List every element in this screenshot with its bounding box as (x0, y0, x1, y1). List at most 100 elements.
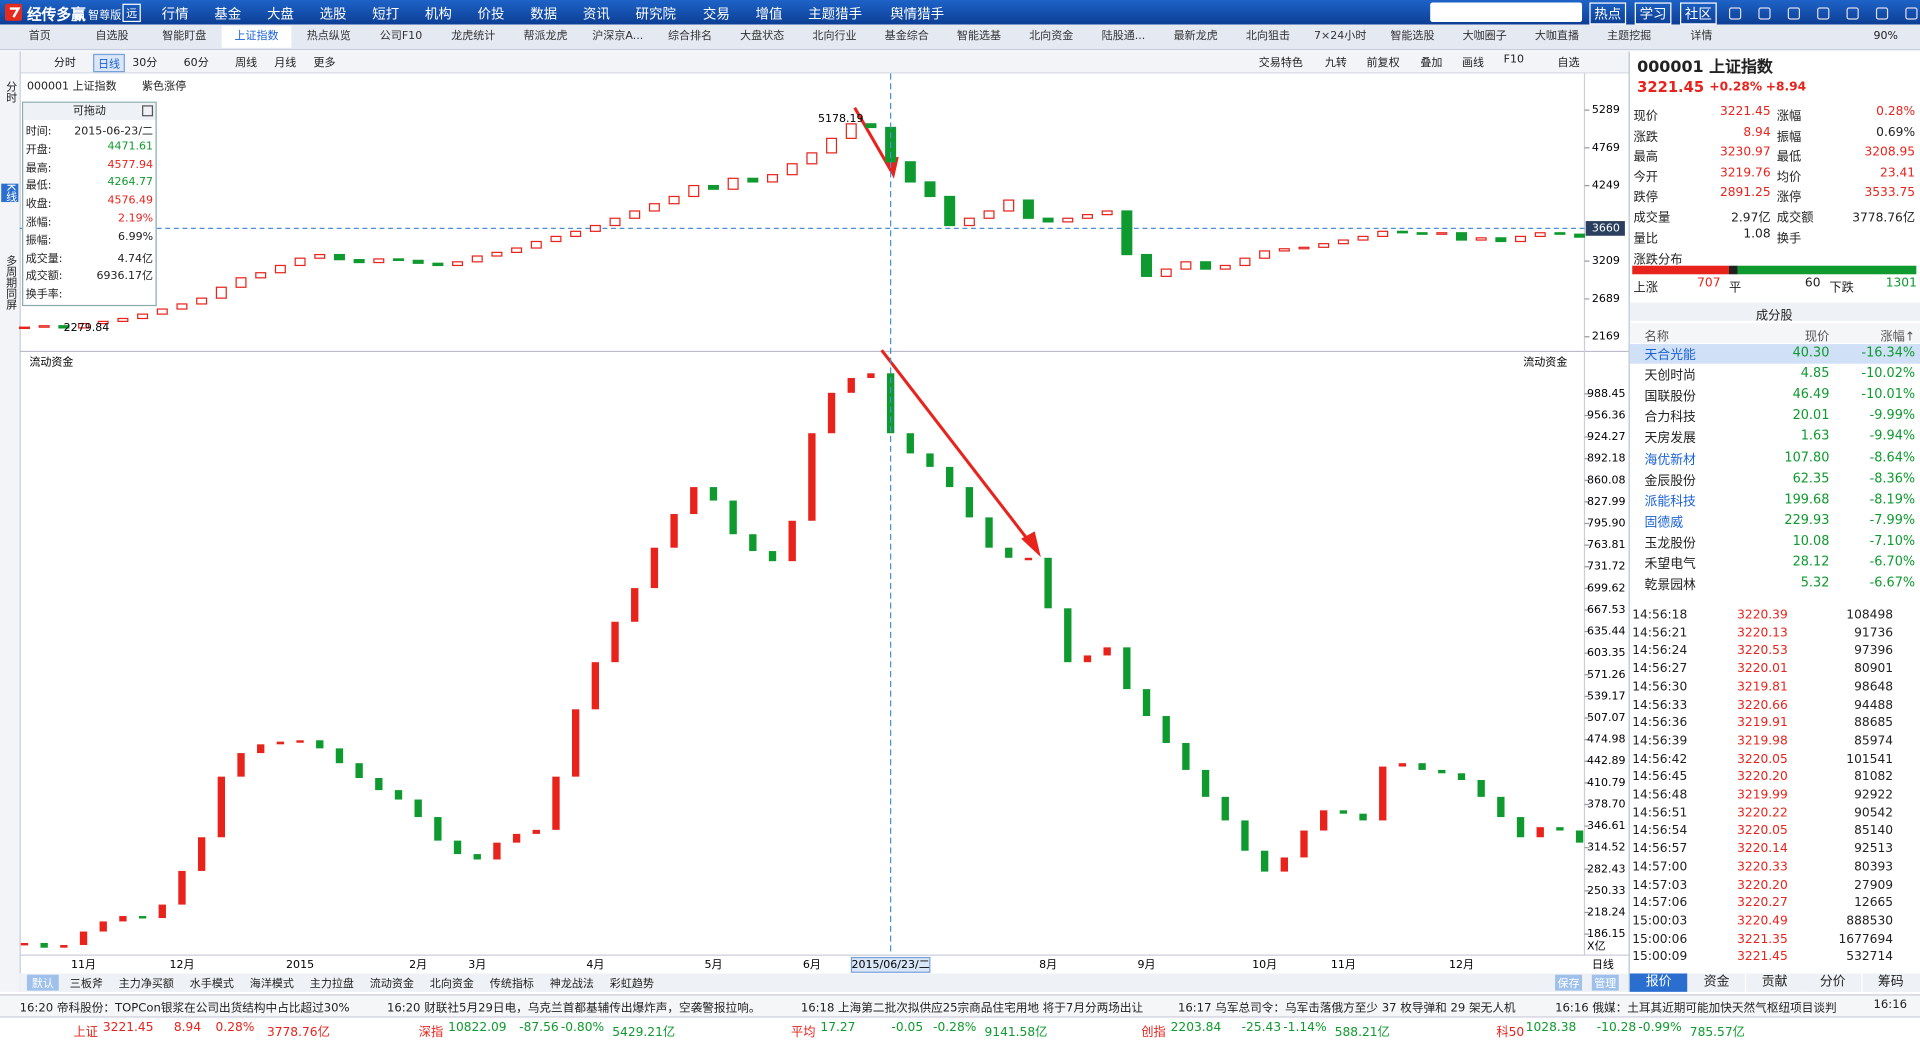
panel-tab[interactable]: 报价 (1629, 973, 1688, 992)
news-item[interactable]: 16:20 帝科股份：TOPCon银浆在公司出货结构中占比超过30% (19, 1001, 350, 1016)
menu-item[interactable]: 大盘 (266, 6, 294, 23)
menu-item[interactable]: 基金 (214, 6, 242, 23)
tab[interactable]: 基金综合 (884, 30, 929, 43)
tab[interactable]: 7×24小时 (1314, 30, 1367, 43)
tab[interactable]: 最新龙虎 (1173, 30, 1218, 43)
period-button[interactable]: 周线 (235, 57, 258, 70)
news-item[interactable]: 16:17 乌军总司令：乌军击落俄方至少 37 枚导弹和 29 架无人机 (1177, 1001, 1516, 1016)
menu-item[interactable]: 机构 (424, 6, 452, 23)
stock-name[interactable]: 乾景园林 (1644, 578, 1696, 593)
menu-item[interactable]: 选股 (319, 6, 347, 23)
stock-name[interactable]: 金辰股份 (1644, 473, 1696, 489)
tab[interactable]: 智能选股 (1390, 30, 1435, 43)
menu-item[interactable]: 交易 (702, 6, 730, 23)
menu-item[interactable]: 价投 (477, 6, 505, 23)
info-title[interactable]: 可拖动 (23, 102, 156, 121)
index-name[interactable]: 创指 (1141, 1026, 1166, 1040)
panel-tab[interactable]: 贡献 (1745, 973, 1804, 992)
period-button[interactable]: 更多 (313, 57, 336, 70)
stock-name[interactable]: 天房发展 (1644, 431, 1696, 447)
period-button[interactable]: 分时 (53, 57, 76, 70)
tab[interactable]: 北向资金 (1029, 30, 1074, 43)
menu-button[interactable]: 社区 (1680, 2, 1717, 25)
menu-item[interactable]: 增值 (755, 6, 783, 23)
tab[interactable]: 上证指数 (221, 25, 292, 48)
index-name[interactable]: 深指 (418, 1026, 444, 1040)
stock-name[interactable]: 国联股份 (1644, 389, 1696, 405)
stock-name[interactable]: 天创时尚 (1644, 368, 1696, 384)
tab[interactable]: 龙虎统计 (451, 30, 496, 43)
tab[interactable]: 公司F10 (379, 30, 423, 43)
news-item[interactable]: 16:16 俄媒：土耳其近期可能加快天然气枢纽项目谈判 (1555, 1001, 1837, 1016)
menu-item[interactable]: 行情 (161, 6, 189, 23)
stock-name[interactable]: 固德威 (1644, 515, 1684, 530)
menu-item[interactable]: 短打 (372, 6, 400, 23)
indicator-tab[interactable]: 北向资金 (429, 978, 474, 991)
index-name[interactable]: 平均 (791, 1026, 816, 1040)
panel-tab[interactable]: 分价 (1803, 973, 1862, 992)
menu-button[interactable]: 学习 (1634, 2, 1672, 25)
stock-name[interactable]: 禾望电气 (1644, 557, 1696, 572)
indicator-tab[interactable]: 海洋模式 (249, 978, 294, 991)
tab[interactable]: 大咖圈子 (1462, 30, 1507, 43)
indicator-tab[interactable]: 主力拉盘 (309, 978, 354, 991)
indicator-tab[interactable]: 主力净买额 (118, 978, 174, 991)
menu-item[interactable]: 研究院 (635, 6, 676, 23)
chart-option[interactable]: 紫色涨停 (142, 80, 187, 94)
tool-button[interactable]: 九转 (1324, 57, 1347, 70)
tab[interactable]: 详情 (1690, 30, 1713, 43)
tool-button[interactable]: 前复权 (1366, 57, 1400, 70)
menu-button[interactable]: 热点 (1589, 2, 1627, 25)
indicator-tab[interactable]: 传统指标 (489, 978, 534, 991)
menu-item[interactable]: 舆情猎手 (890, 6, 945, 23)
tab[interactable]: 智能选基 (956, 30, 1002, 43)
period-button[interactable]: 30分 (132, 57, 158, 70)
side-tab[interactable]: 多周期同屏 (3, 254, 16, 310)
tab[interactable]: 热点纵览 (306, 30, 351, 43)
tool-button[interactable]: 交易特色 (1258, 57, 1303, 70)
close-icon[interactable] (142, 105, 154, 117)
tab[interactable]: 帮派龙虎 (523, 30, 568, 43)
tab[interactable]: 沪深京A... (592, 30, 644, 43)
period-button[interactable]: 60分 (183, 57, 209, 70)
index-name[interactable]: 上证 (73, 1026, 98, 1040)
indicator-action[interactable]: 保存 (1555, 974, 1583, 991)
panel-tab[interactable]: 筹码 (1861, 973, 1920, 992)
indicator-tab[interactable]: 三板斧 (69, 978, 103, 991)
side-tab[interactable]: K线 (1, 183, 19, 202)
stock-name[interactable]: 合力科技 (1644, 410, 1696, 426)
panel-tab[interactable]: 资金 (1687, 973, 1746, 992)
tab[interactable]: 自选股 (95, 30, 129, 43)
news-item[interactable]: 16:18 上海第二批次拟供应25宗商品住宅用地 将于7月分两场出让 (800, 1001, 1144, 1016)
tool-button[interactable]: 自选 (1557, 57, 1580, 70)
tab[interactable]: 综合排名 (667, 30, 713, 43)
tab[interactable]: 北向行业 (812, 30, 857, 43)
tab[interactable]: 智能盯盘 (162, 30, 207, 43)
indicator-tab[interactable]: 神龙战法 (549, 978, 594, 991)
indicator-tab[interactable]: 彩虹趋势 (609, 978, 654, 991)
indicator-tab[interactable]: 流动资金 (369, 978, 414, 991)
side-tab[interactable]: 分时 (3, 80, 16, 103)
menu-item[interactable]: 数据 (530, 6, 558, 23)
period-button[interactable]: 月线 (274, 57, 297, 70)
indicator-action[interactable]: 管理 (1591, 974, 1619, 991)
menu-item[interactable]: 主题猎手 (808, 6, 863, 23)
stock-name[interactable]: 玉龙股份 (1644, 536, 1696, 551)
indicator-tab[interactable]: 水手模式 (189, 978, 234, 991)
tab[interactable]: 主题挖掘 (1607, 30, 1652, 43)
tab[interactable]: 首页 (28, 30, 51, 43)
stock-name[interactable]: 海优新材 (1644, 452, 1696, 468)
tab[interactable]: 北向狙击 (1245, 30, 1291, 43)
tool-button[interactable]: 叠加 (1420, 57, 1443, 70)
tool-button[interactable]: 画线 (1462, 57, 1485, 70)
tab[interactable]: 大盘状态 (740, 30, 785, 43)
stock-name[interactable]: 派能科技 (1644, 494, 1696, 510)
tab[interactable]: 大咖直播 (1534, 30, 1579, 43)
tool-button[interactable]: F10 (1503, 53, 1525, 67)
news-item[interactable]: 16:20 财联社5月29日电，乌克兰首都基辅传出爆炸声，空袭警报拉响。 (386, 1001, 761, 1016)
period-button[interactable]: 日线 (93, 53, 125, 73)
tab[interactable]: 陆股通... (1101, 30, 1146, 43)
stock-name[interactable]: 天合光能 (1644, 347, 1696, 363)
menu-item[interactable]: 资讯 (582, 6, 610, 23)
indicator-tab[interactable]: 默认 (26, 974, 59, 991)
